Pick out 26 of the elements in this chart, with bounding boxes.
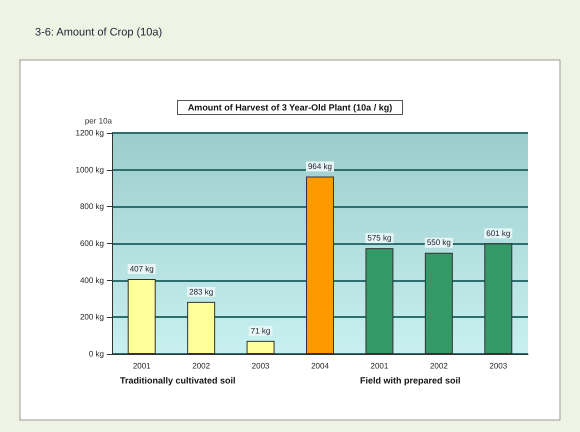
data-label: 575 kg	[367, 234, 392, 243]
y-tick-label: 600 kg	[80, 239, 104, 248]
chart-subtitle: Amount of Harvest of 3 Year-Old Plant (10a / kg)	[188, 102, 392, 112]
data-label: 283 kg	[189, 287, 214, 296]
x-tick-label: 2001	[370, 362, 389, 370]
x-tick-label: 2003	[489, 362, 508, 370]
x-tick-label: 2004	[311, 362, 330, 370]
y-axis-title: per 10a	[84, 116, 113, 126]
data-label: 601 kg	[486, 228, 510, 238]
y-tick-label: 400 kg	[80, 276, 104, 285]
x-tick-label: 2003	[252, 362, 270, 370]
x-tick-label: 2001	[132, 362, 152, 370]
text: Traditionally cultivated soil	[120, 376, 236, 386]
y-tick-label: 1200 kg	[76, 128, 104, 138]
y-tick-label: 200 kg	[80, 312, 104, 322]
x-tick-label: 2002	[192, 362, 211, 370]
y-tick-label: 800 kg	[80, 202, 104, 212]
x-tick-label: 2002	[430, 362, 448, 370]
text: Field with prepared soil	[360, 376, 461, 386]
y-tick-label: 0 kg	[88, 350, 104, 358]
chart-title: 3-6: Amount of Crop (10a)	[35, 26, 162, 38]
y-tick-label: 1000 kg	[76, 165, 104, 174]
data-label: 71 kg	[250, 326, 270, 336]
data-label: 550 kg	[426, 238, 451, 248]
data-label: 407 kg	[130, 264, 154, 274]
data-label: 964 kg	[308, 162, 332, 171]
